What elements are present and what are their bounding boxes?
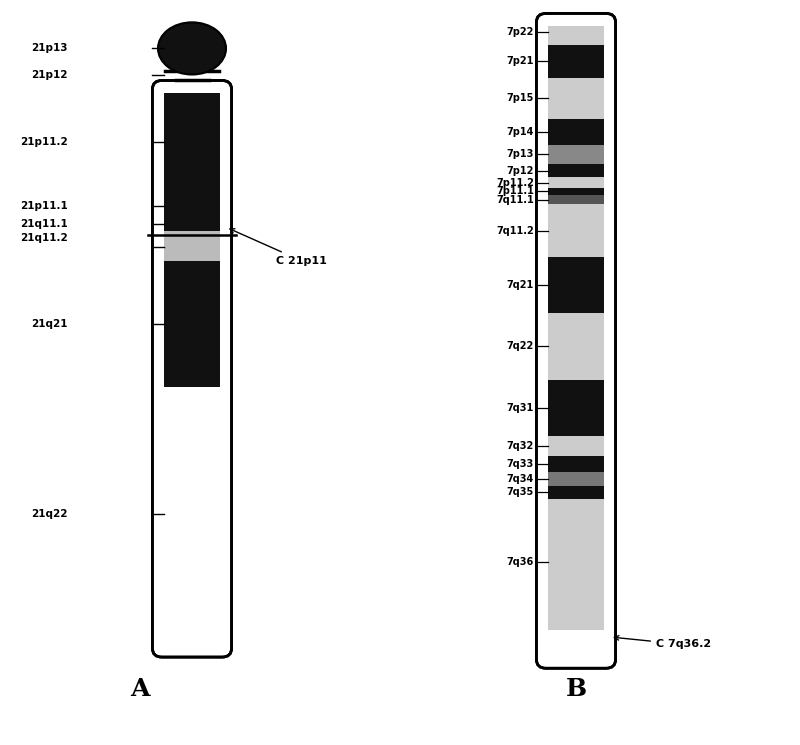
Text: 21q21: 21q21	[31, 319, 68, 329]
Bar	[549, 195, 603, 204]
Text: 7p14: 7p14	[506, 127, 534, 137]
Text: 21p13: 21p13	[31, 43, 68, 54]
Text: 7p21: 7p21	[506, 56, 534, 66]
Text: 7q11.1: 7q11.1	[496, 194, 534, 205]
Text: C 21p11: C 21p11	[230, 229, 327, 266]
Text: B: B	[566, 677, 586, 701]
Bar	[549, 119, 603, 145]
Bar	[549, 45, 603, 78]
Bar	[165, 231, 219, 261]
Text: 7q36: 7q36	[506, 557, 534, 568]
Text: 21q22: 21q22	[31, 509, 68, 519]
Bar	[165, 197, 219, 216]
FancyBboxPatch shape	[536, 13, 616, 668]
Bar	[549, 499, 603, 630]
Bar	[165, 216, 219, 231]
Text: 7q31: 7q31	[506, 402, 534, 413]
Bar	[549, 380, 603, 436]
Text: 7q34: 7q34	[506, 474, 534, 484]
Text: 7p11.2: 7p11.2	[496, 177, 534, 188]
Bar	[165, 261, 219, 387]
Text: 7q32: 7q32	[506, 440, 534, 451]
Bar	[549, 78, 603, 119]
Text: C 7q36.2: C 7q36.2	[614, 635, 711, 650]
Bar	[165, 93, 219, 197]
Bar	[549, 204, 603, 257]
Text: 21q11.2: 21q11.2	[20, 233, 68, 244]
Bar	[549, 486, 603, 499]
Text: 21p12: 21p12	[31, 69, 68, 80]
Text: 7q35: 7q35	[506, 487, 534, 498]
Text: 7p22: 7p22	[506, 27, 534, 37]
Bar	[549, 164, 603, 177]
Text: 7q22: 7q22	[506, 341, 534, 352]
Bar	[165, 387, 219, 644]
Text: 7q33: 7q33	[506, 459, 534, 469]
Bar	[549, 188, 603, 195]
Bar	[549, 177, 603, 188]
Text: 7p13: 7p13	[506, 149, 534, 159]
Text: 21p11.1: 21p11.1	[20, 201, 68, 212]
Bar	[549, 145, 603, 164]
Text: 21q11.1: 21q11.1	[20, 218, 68, 229]
Bar	[549, 313, 603, 380]
FancyBboxPatch shape	[152, 80, 232, 657]
Text: 7p11.1: 7p11.1	[496, 186, 534, 197]
Bar	[549, 472, 603, 486]
Text: 7p15: 7p15	[506, 93, 534, 104]
Bar	[549, 257, 603, 313]
Ellipse shape	[158, 22, 226, 74]
Bar	[549, 456, 603, 472]
Text: 7p12: 7p12	[506, 165, 534, 176]
Text: 7q21: 7q21	[506, 279, 534, 290]
Bar	[549, 436, 603, 456]
Text: 21p11.2: 21p11.2	[20, 136, 68, 147]
Text: A: A	[130, 677, 150, 701]
Bar	[549, 26, 603, 45]
Text: 7q11.2: 7q11.2	[496, 226, 534, 236]
